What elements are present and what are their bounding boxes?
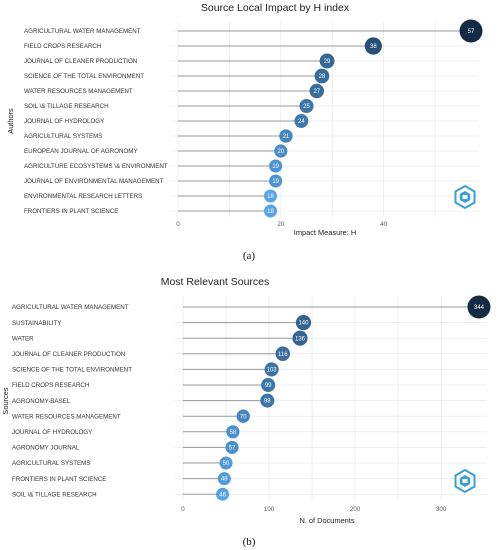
x-tick-label: 0	[176, 221, 180, 228]
data-value-label: 29	[324, 59, 331, 65]
watermark-logo-icon	[454, 468, 476, 494]
data-value-label: 25	[303, 104, 310, 110]
x-tick-label: 100	[264, 506, 275, 513]
category-label: AGRICULTURAL SYSTEMS	[12, 460, 90, 467]
chart-b-panel-label: (b)	[243, 536, 256, 548]
lollipop-dot[interactable]	[364, 37, 382, 55]
category-label: AGRICULTURAL WATER MANAGEMENT	[24, 28, 141, 35]
category-label: SUSTAINABILITY	[12, 320, 61, 327]
x-tick-label: 40	[380, 221, 387, 228]
x-tick-label: 0	[181, 506, 185, 513]
chart-a-y-axis-label: Authors	[6, 108, 15, 134]
data-value-label: 98	[264, 399, 271, 405]
lollipop-dot[interactable]	[309, 83, 325, 99]
lollipop-dot[interactable]	[264, 362, 279, 377]
lollipop-dot[interactable]	[260, 393, 275, 408]
chart-b-title: Most Relevant Sources	[161, 276, 270, 288]
category-label: WATER	[12, 335, 34, 342]
category-label: JOURNAL OF HYDROLOGY	[24, 118, 104, 125]
lollipop-dot[interactable]	[319, 53, 335, 69]
data-value-label: 50	[223, 461, 230, 467]
data-value-label: 116	[278, 352, 288, 358]
x-tick-label: 200	[350, 506, 361, 513]
category-label: SOIL \& TILLAGE RESEARCH	[24, 103, 109, 110]
category-label: WATER RESOURCES MANAGEMENT	[24, 88, 133, 95]
data-value-label: 20	[277, 149, 284, 155]
category-label: EUROPEAN JOURNAL OF AGRONOMY	[24, 148, 138, 155]
data-value-label: 46	[219, 492, 226, 498]
chart-a-title: Source Local Impact by H index	[201, 2, 350, 14]
lollipop-dot[interactable]	[295, 314, 312, 331]
lollipop-dot[interactable]	[264, 189, 278, 203]
category-label: ENVIRONMENTAL RESEARCH LETTERS	[24, 193, 142, 200]
data-value-label: 28	[319, 74, 326, 80]
data-value-label: 27	[313, 89, 320, 95]
lollipop-dot[interactable]	[261, 377, 276, 393]
data-value-label: 38	[370, 44, 377, 50]
lollipop-dot[interactable]	[292, 330, 308, 346]
data-value-label: 58	[230, 430, 237, 436]
lollipop-dot[interactable]	[299, 98, 314, 114]
data-value-label: 57	[229, 446, 236, 452]
data-value-label: 344	[474, 305, 485, 311]
data-value-label: 140	[298, 321, 309, 327]
lollipop-dot[interactable]	[217, 472, 231, 486]
lollipop-dot[interactable]	[274, 144, 288, 158]
category-label: AGRONOMY JOURNAL	[12, 445, 80, 452]
chart-a-panel-label: (a)	[243, 250, 256, 262]
watermark-logo-icon	[454, 184, 476, 210]
lollipop-dot[interactable]	[294, 114, 309, 128]
data-value-label: 18	[267, 209, 274, 215]
lollipop-dot[interactable]	[275, 346, 291, 362]
chart-b-plot-area: 0 100 200 300 AGRICULTURAL WATER MANAGEMENT 3…	[12, 295, 491, 513]
x-tick-label: 20	[277, 221, 284, 228]
category-label: SCIENCE OF THE TOTAL ENVIRONMENT	[12, 367, 132, 374]
data-value-label: 99	[265, 383, 272, 389]
lollipop-dot[interactable]	[225, 440, 239, 454]
category-label: JOURNAL OF CLEANER PRODUCTION	[12, 351, 125, 358]
category-label: JOURNAL OF ENVIRONMENTAL MANAGEMENT	[24, 178, 164, 185]
category-label: AGRONOMY-BASEL	[12, 398, 71, 405]
category-label: SCIENCE OF THE TOTAL ENVIRONMENT	[24, 73, 144, 80]
chart-b-y-axis-label: Sources	[1, 387, 10, 414]
lollipop-dot[interactable]	[216, 487, 230, 501]
lollipop-dot[interactable]	[226, 425, 240, 439]
category-label: FRONTIERS IN PLANT SCIENCE	[24, 208, 118, 215]
data-value-label: 103	[267, 368, 278, 374]
category-label: FRONTIERS IN PLANT SCIENCE	[12, 476, 106, 483]
category-label: AGRICULTURAL SYSTEMS	[24, 133, 102, 140]
category-label: JOURNAL OF HYDROLOGY	[12, 429, 92, 436]
chart-a-plot-area: 0 20 40 AGRICULTURAL WATER MANAGEMENT 57 FIEL…	[24, 19, 483, 228]
category-label: SOIL \& TILLAGE RESEARCH	[12, 491, 97, 498]
data-value-label: 24	[298, 119, 305, 125]
data-value-label: 19	[272, 164, 279, 170]
lollipop-dot[interactable]	[279, 129, 293, 143]
lollipop-dot[interactable]	[269, 159, 283, 173]
data-value-label: 19	[272, 179, 279, 185]
chart-a-x-axis-label: Impact Measure: H	[294, 228, 356, 237]
lollipop-dot[interactable]	[459, 19, 483, 43]
lollipop-dot[interactable]	[236, 409, 250, 423]
category-label: JOURNAL OF CLEANER PRODUCTION	[24, 58, 137, 65]
category-label: AGRICULTURE ECOSYSTEMS \& ENVIRONMENT	[24, 163, 168, 170]
category-label: WATER RESOURCES MANAGEMENT	[12, 413, 121, 420]
lollipop-dot[interactable]	[314, 68, 330, 84]
data-value-label: 48	[221, 477, 228, 483]
category-label: AGRICULTURAL WATER MANAGEMENT	[12, 304, 129, 311]
lollipop-dot[interactable]	[467, 295, 491, 319]
category-label: FIELD CROPS RESEARCH	[12, 382, 89, 389]
data-value-label: 70	[240, 414, 247, 420]
lollipop-dot[interactable]	[269, 174, 283, 188]
lollipop-dot[interactable]	[264, 204, 278, 218]
data-value-label: 21	[283, 134, 290, 140]
data-value-label: 18	[267, 194, 274, 200]
data-value-label: 136	[295, 336, 306, 342]
chart-b-x-axis-label: N. of Documents	[299, 516, 354, 525]
x-tick-label: 300	[436, 506, 447, 513]
lollipop-dot[interactable]	[219, 456, 233, 470]
data-value-label: 57	[468, 29, 475, 35]
category-label: FIELD CROPS RESEARCH	[24, 43, 101, 50]
